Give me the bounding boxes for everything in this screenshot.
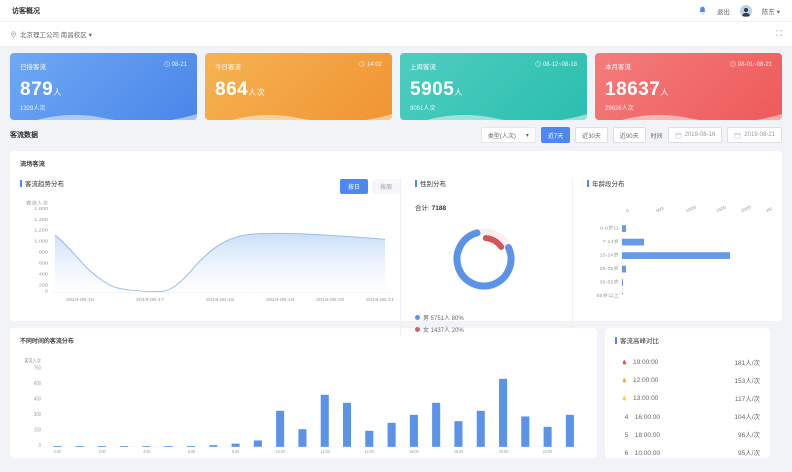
svg-text:55岁以上: 55岁以上	[596, 292, 619, 298]
svg-text:400: 400	[39, 272, 48, 277]
svg-text:800: 800	[39, 250, 48, 255]
svg-text:2019-08-19: 2019-08-19	[266, 297, 294, 302]
svg-text:300: 300	[34, 412, 41, 417]
svg-text:7-14岁: 7-14岁	[603, 238, 619, 244]
svg-text:0-6岁以: 0-6岁以	[600, 225, 619, 231]
svg-text:10:00: 10:00	[276, 449, 286, 454]
svg-text:14:00: 14:00	[364, 449, 374, 454]
svg-text:4:00: 4:00	[143, 449, 151, 454]
svg-text:2:00: 2:00	[98, 449, 106, 454]
svg-text:2019-08-17: 2019-08-17	[136, 297, 164, 302]
svg-text:16:00: 16:00	[409, 449, 419, 454]
svg-text:0: 0	[45, 289, 48, 294]
svg-text:0: 0	[39, 442, 42, 447]
svg-text:18:00: 18:00	[454, 449, 464, 454]
svg-text:8:00: 8:00	[232, 449, 240, 454]
svg-text:1000: 1000	[685, 205, 698, 214]
svg-text:15-24岁: 15-24岁	[599, 252, 619, 258]
svg-text:1500: 1500	[715, 205, 728, 214]
svg-text:35-55岁: 35-55岁	[599, 279, 619, 285]
svg-text:2019-08-20: 2019-08-20	[316, 297, 344, 302]
svg-text:1,000: 1,000	[34, 239, 48, 244]
svg-text:20:00: 20:00	[499, 449, 509, 454]
svg-text:1,200: 1,200	[34, 228, 48, 233]
svg-text:25-35岁: 25-35岁	[599, 265, 619, 271]
svg-text:12:00: 12:00	[320, 449, 330, 454]
svg-text:600: 600	[34, 381, 41, 386]
svg-text:600: 600	[39, 261, 48, 266]
svg-text:0: 0	[625, 208, 631, 213]
svg-text:0:00: 0:00	[54, 449, 62, 454]
svg-text:150: 150	[34, 427, 41, 432]
svg-text:2019-08-21: 2019-08-21	[366, 297, 394, 302]
svg-text:450: 450	[34, 396, 41, 401]
svg-text:客流人次: 客流人次	[25, 357, 42, 365]
svg-text:22:00: 22:00	[543, 449, 553, 454]
svg-text:6:00: 6:00	[188, 449, 196, 454]
svg-text:2019-08-16: 2019-08-16	[66, 297, 94, 302]
svg-text:1,400: 1,400	[34, 217, 48, 222]
svg-text:2000: 2000	[740, 205, 753, 214]
svg-text:2019-08-18: 2019-08-18	[206, 297, 234, 302]
svg-text:500: 500	[655, 206, 665, 214]
svg-text:200: 200	[39, 283, 48, 288]
svg-text:1,600: 1,600	[34, 206, 48, 211]
svg-text:2500: 2500	[765, 205, 772, 214]
svg-text:750: 750	[34, 365, 41, 370]
